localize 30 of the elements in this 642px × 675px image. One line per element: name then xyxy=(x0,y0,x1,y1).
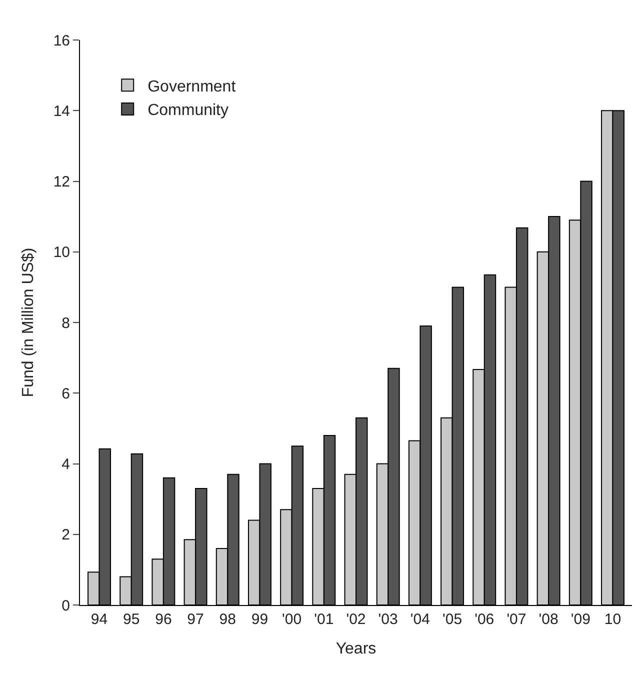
x-tick-label: '01 xyxy=(314,611,334,628)
x-tick-label: 97 xyxy=(187,611,204,628)
y-tick-label: 2 xyxy=(62,526,70,544)
x-tick-label: 98 xyxy=(219,611,236,628)
x-tick-label: 10 xyxy=(604,611,622,628)
x-tick-label: '04 xyxy=(410,611,430,628)
x-tick-label: '07 xyxy=(506,611,526,628)
y-tick-label: 6 xyxy=(62,385,70,402)
y-tick-label: 12 xyxy=(53,174,70,190)
x-tick-label: 99 xyxy=(251,611,268,628)
y-tick-label: 8 xyxy=(62,314,70,332)
x-tick-label: '02 xyxy=(346,611,366,628)
x-tick-label: 94 xyxy=(90,611,108,628)
legend-label: Government xyxy=(148,78,236,96)
y-tick-label: 0 xyxy=(62,597,70,614)
y-tick-label: 10 xyxy=(53,244,70,262)
x-tick-label: '05 xyxy=(442,611,462,628)
x-tick-label: '06 xyxy=(474,611,494,628)
x-axis-title: Years xyxy=(336,640,376,658)
y-tick-label: 14 xyxy=(53,102,70,120)
y-axis-title: Fund (in Million US$) xyxy=(20,248,38,398)
x-tick-label: '00 xyxy=(282,611,302,628)
x-tick-label: '08 xyxy=(538,611,558,628)
x-tick-label: '03 xyxy=(378,611,398,628)
x-tick-label: '09 xyxy=(570,611,590,628)
y-tick-label: 4 xyxy=(62,456,70,473)
x-tick-label: 95 xyxy=(123,611,140,628)
y-tick-label: 16 xyxy=(53,32,70,50)
legend-label: Community xyxy=(148,102,229,120)
x-tick-label: 96 xyxy=(155,611,172,628)
